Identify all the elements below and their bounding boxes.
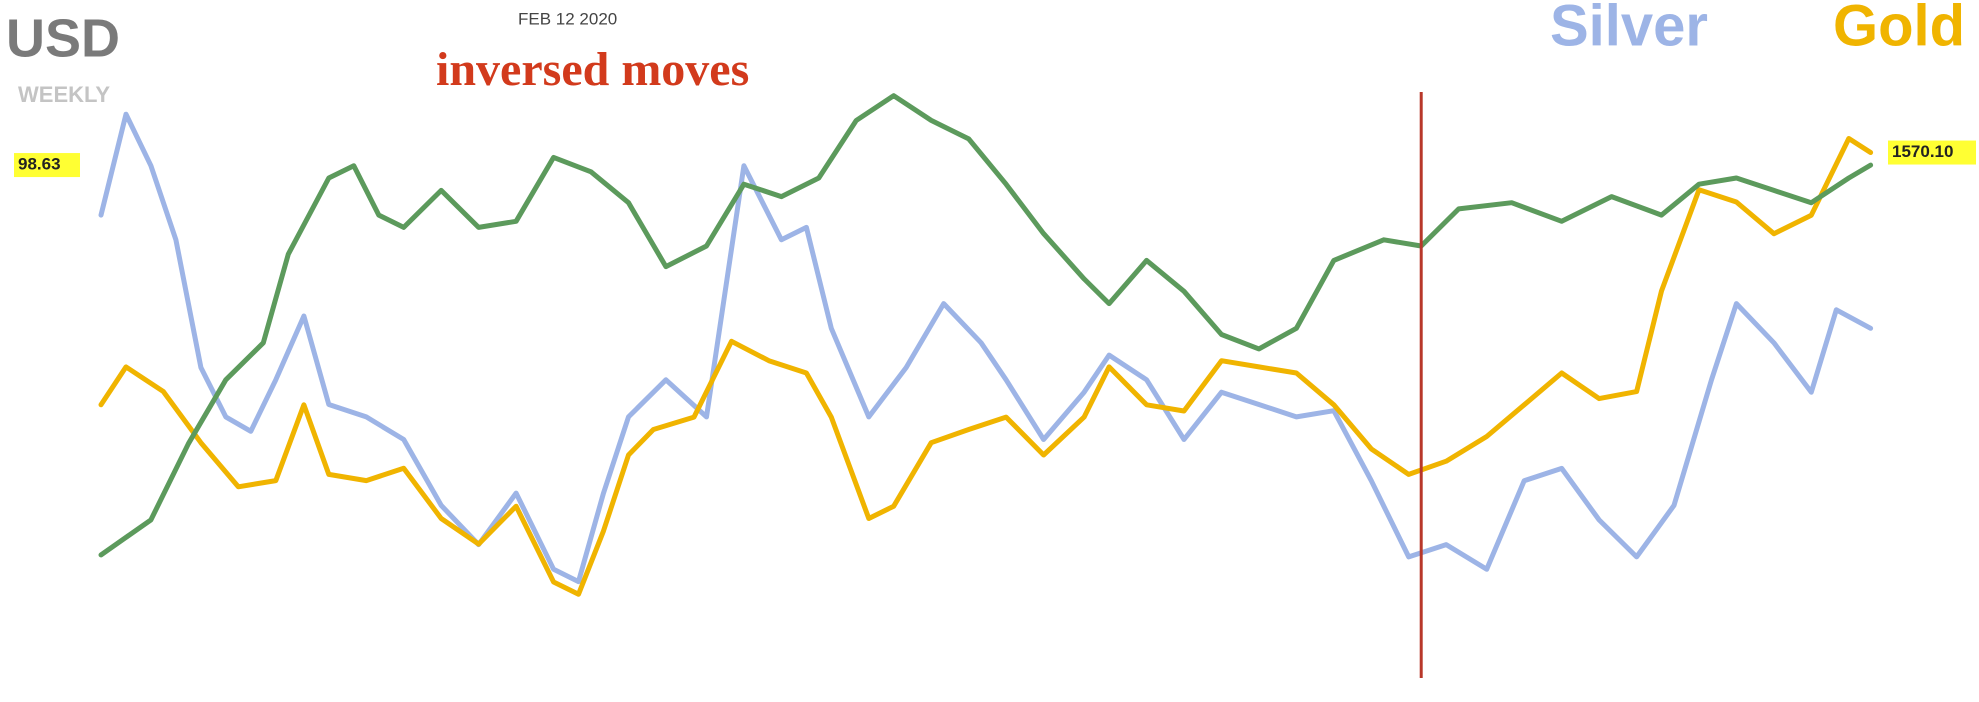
series-line	[98, 111, 1874, 585]
series-line	[98, 93, 1874, 558]
date-label: FEB 12 2020	[518, 9, 617, 28]
chart-subtitle: WEEKLY	[18, 82, 110, 107]
legend-gold: Gold	[1833, 0, 1965, 58]
legend-silver: Silver	[1550, 0, 1708, 58]
labels-layer: 98.63 1570.10	[14, 140, 1976, 178]
marks-layer	[98, 92, 1874, 678]
current-value-box	[1888, 140, 1976, 165]
current-value-label: 98.63	[18, 155, 61, 174]
current-value-box	[14, 153, 80, 178]
annotation: inversed moves	[436, 43, 749, 96]
chart-title: USD	[6, 8, 120, 68]
current-value-label: 1570.10	[1892, 142, 1953, 161]
series-line	[98, 136, 1874, 597]
